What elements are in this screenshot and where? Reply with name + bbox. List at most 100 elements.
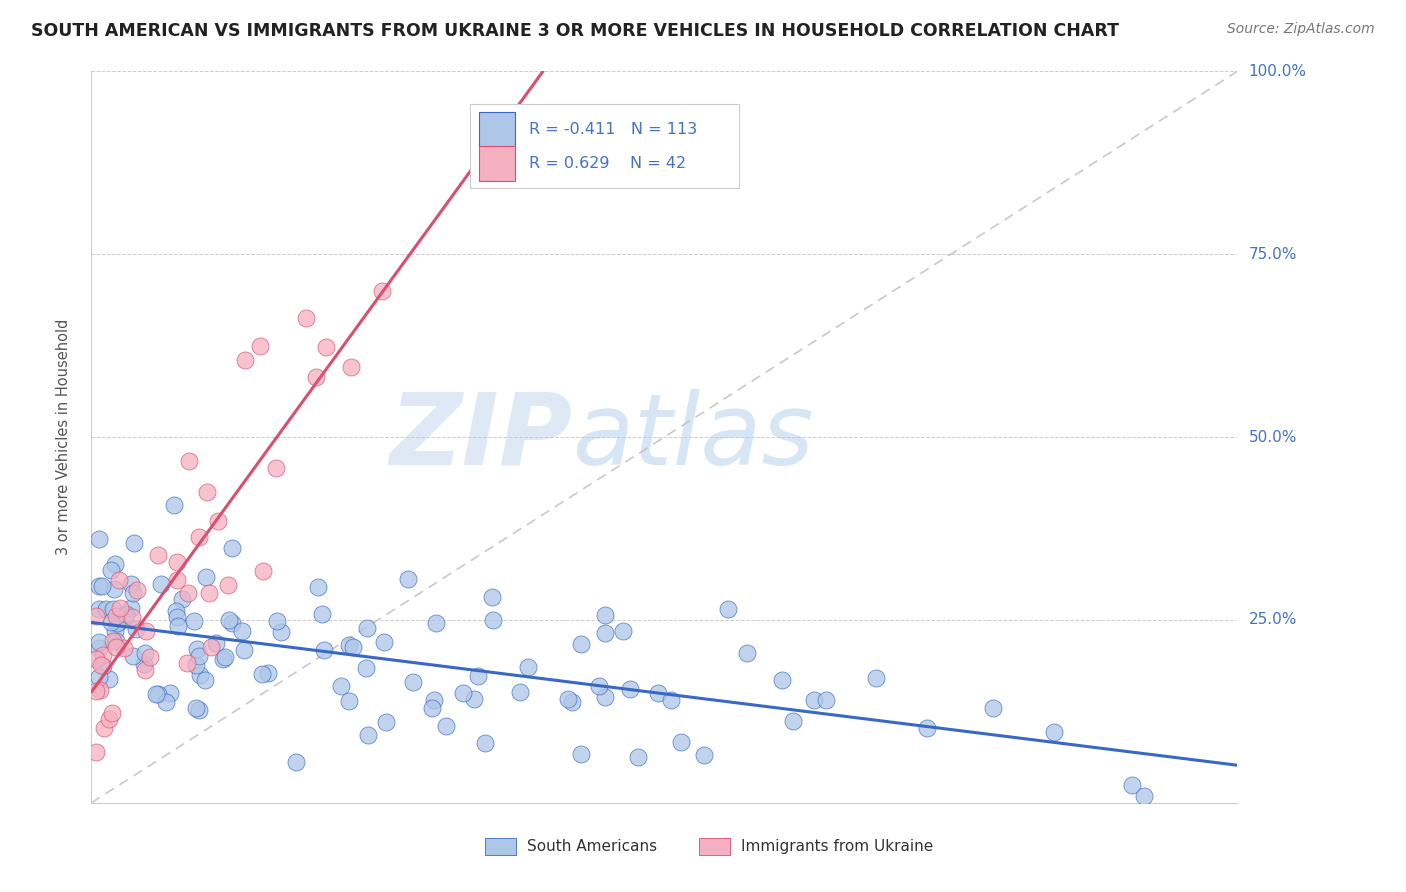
Point bbox=[212, 652, 235, 666]
Point bbox=[97, 673, 120, 687]
Point bbox=[145, 687, 167, 701]
Point bbox=[103, 582, 125, 596]
Text: Source: ZipAtlas.com: Source: ZipAtlas.com bbox=[1227, 22, 1375, 37]
Text: atlas: atlas bbox=[572, 389, 814, 485]
Point bbox=[1121, 778, 1143, 792]
Point bbox=[217, 578, 239, 592]
Point bbox=[148, 549, 170, 563]
Point bbox=[90, 658, 112, 673]
Point bbox=[166, 574, 188, 588]
Point bbox=[339, 694, 361, 708]
Point bbox=[374, 714, 396, 729]
Point bbox=[125, 622, 148, 636]
Point bbox=[146, 687, 169, 701]
Point bbox=[121, 609, 143, 624]
Point bbox=[134, 664, 156, 678]
Point bbox=[120, 600, 142, 615]
Point bbox=[120, 576, 142, 591]
Point bbox=[569, 637, 592, 651]
Point bbox=[166, 609, 188, 624]
Point bbox=[270, 624, 292, 639]
Point bbox=[105, 615, 128, 630]
Point bbox=[233, 353, 256, 368]
Point bbox=[342, 640, 364, 655]
Point bbox=[569, 747, 592, 762]
Point bbox=[312, 643, 335, 657]
Point bbox=[170, 591, 193, 606]
Point bbox=[188, 668, 211, 682]
Point bbox=[166, 555, 188, 569]
Y-axis label: 3 or more Vehicles in Household: 3 or more Vehicles in Household bbox=[56, 319, 70, 555]
Point bbox=[371, 284, 394, 298]
FancyBboxPatch shape bbox=[470, 104, 738, 188]
Text: R = -0.411   N = 113: R = -0.411 N = 113 bbox=[529, 121, 697, 136]
Point bbox=[357, 728, 380, 742]
Point bbox=[159, 686, 181, 700]
Point bbox=[194, 570, 217, 584]
Point bbox=[481, 590, 503, 604]
Point bbox=[451, 686, 474, 700]
Point bbox=[803, 693, 825, 707]
Point bbox=[183, 615, 205, 629]
Point bbox=[184, 701, 207, 715]
Point bbox=[294, 310, 316, 325]
Point bbox=[561, 695, 583, 709]
Point bbox=[205, 636, 228, 650]
Point bbox=[91, 648, 114, 662]
Point bbox=[87, 533, 110, 547]
Text: 50.0%: 50.0% bbox=[1249, 430, 1296, 444]
Point bbox=[981, 701, 1004, 715]
Point bbox=[184, 657, 207, 672]
Point bbox=[232, 643, 254, 657]
Point bbox=[100, 563, 122, 577]
Point bbox=[264, 461, 287, 475]
Point bbox=[165, 604, 187, 618]
Point bbox=[134, 647, 156, 661]
Point bbox=[84, 684, 107, 698]
Bar bbox=[699, 838, 730, 855]
Point bbox=[218, 613, 240, 627]
Text: 25.0%: 25.0% bbox=[1249, 613, 1296, 627]
Point bbox=[593, 690, 616, 704]
Point bbox=[187, 703, 209, 717]
Text: South Americans: South Americans bbox=[527, 839, 658, 854]
Text: R = 0.629    N = 42: R = 0.629 N = 42 bbox=[529, 156, 686, 171]
Point bbox=[198, 586, 221, 600]
Point bbox=[101, 706, 124, 720]
Point bbox=[782, 714, 804, 728]
Point bbox=[187, 530, 209, 544]
Point bbox=[87, 641, 110, 656]
Point bbox=[105, 634, 128, 648]
Point bbox=[252, 666, 274, 681]
Point bbox=[195, 485, 218, 500]
Point bbox=[207, 514, 229, 528]
Point bbox=[356, 621, 378, 635]
Point bbox=[93, 721, 115, 735]
Point bbox=[595, 626, 617, 640]
Point bbox=[627, 749, 650, 764]
Text: 75.0%: 75.0% bbox=[1249, 247, 1296, 261]
Point bbox=[770, 673, 793, 687]
Point bbox=[132, 657, 155, 671]
Point bbox=[176, 656, 198, 670]
Point bbox=[97, 712, 120, 726]
Point bbox=[252, 564, 274, 578]
Point bbox=[214, 650, 236, 665]
Point bbox=[304, 369, 326, 384]
Point bbox=[588, 679, 610, 693]
Point bbox=[308, 580, 330, 594]
Point bbox=[356, 660, 378, 674]
Point bbox=[612, 624, 634, 638]
Point bbox=[188, 648, 211, 663]
Point bbox=[373, 635, 395, 649]
Text: SOUTH AMERICAN VS IMMIGRANTS FROM UKRAINE 3 OR MORE VEHICLES IN HOUSEHOLD CORREL: SOUTH AMERICAN VS IMMIGRANTS FROM UKRAIN… bbox=[31, 22, 1119, 40]
Point bbox=[311, 607, 333, 622]
Point bbox=[194, 673, 217, 688]
Point bbox=[105, 608, 128, 623]
Point bbox=[101, 633, 124, 648]
Point bbox=[84, 609, 107, 624]
Point bbox=[104, 624, 127, 638]
Point bbox=[517, 659, 540, 673]
Point bbox=[669, 735, 692, 749]
Point bbox=[107, 615, 129, 630]
